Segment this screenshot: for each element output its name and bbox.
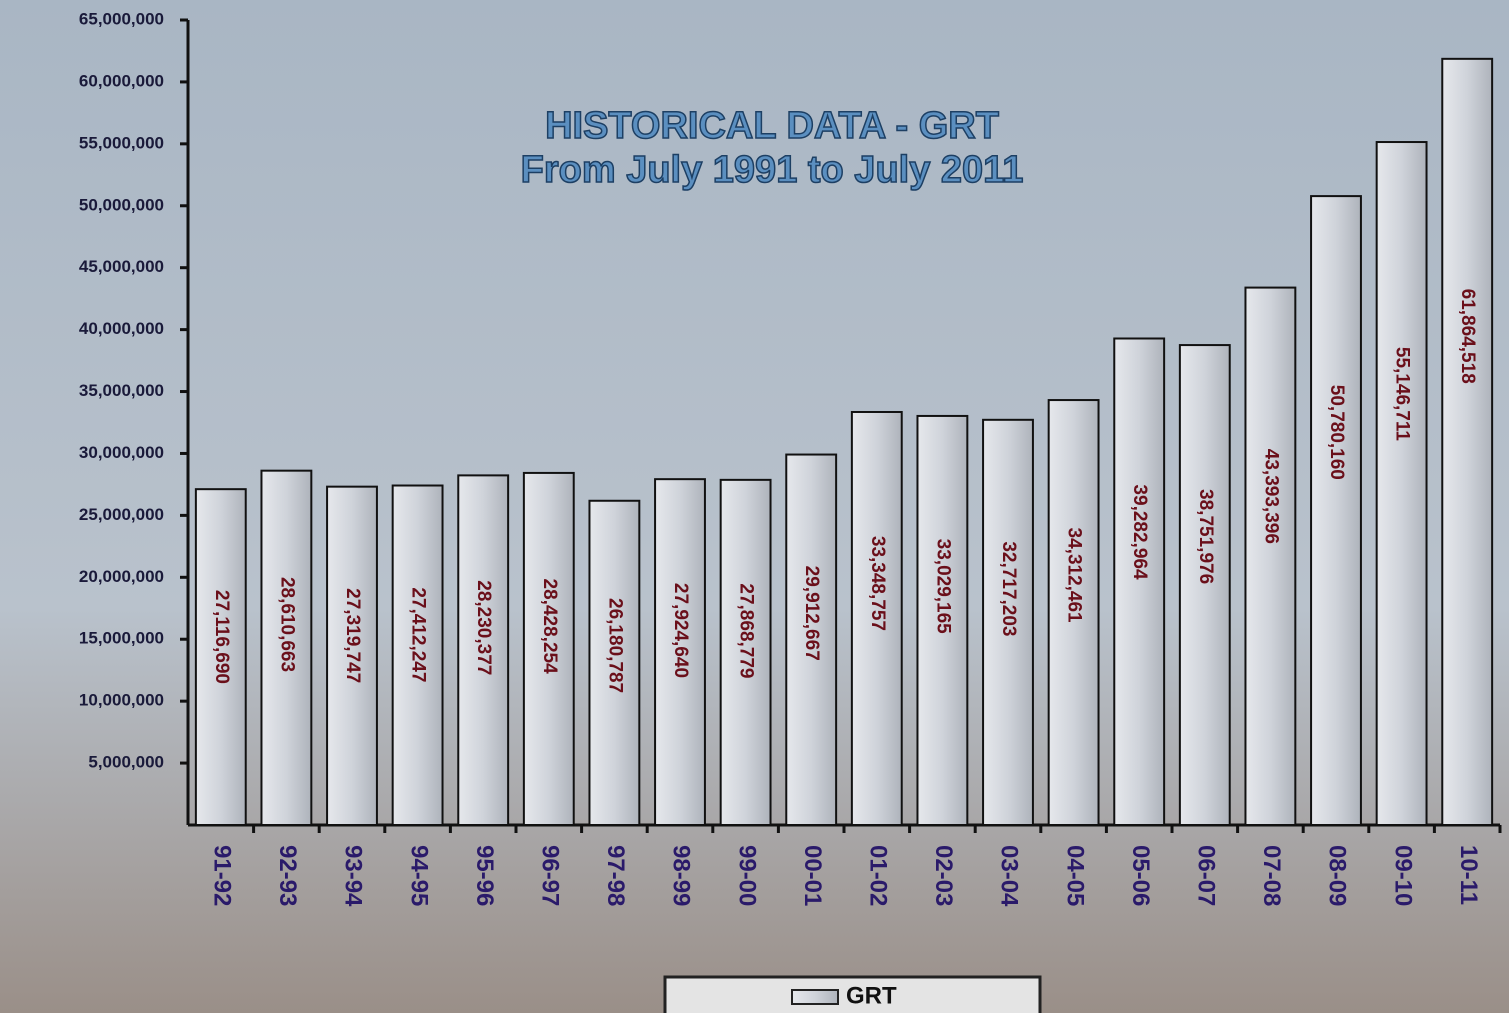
legend-label: GRT <box>846 982 897 1009</box>
legend-swatch <box>792 990 838 1004</box>
x-tick-label: 93-94 <box>340 845 367 907</box>
y-tick-label: 50,000,000 <box>79 195 164 214</box>
chart: HISTORICAL DATA - GRT From July 1991 to … <box>0 0 1509 1013</box>
value-label: 33,348,757 <box>867 536 888 631</box>
value-label: 27,319,747 <box>342 588 363 683</box>
bar <box>1245 288 1295 825</box>
x-tick-label: 10-11 <box>1455 845 1482 905</box>
value-label: 28,610,663 <box>276 577 297 672</box>
x-tick-label: 95-96 <box>471 845 498 906</box>
x-tick-label: 08-09 <box>1324 845 1351 906</box>
value-label: 34,312,461 <box>1064 528 1085 624</box>
y-tick-label: 45,000,000 <box>79 257 164 276</box>
x-tick-label: 91-92 <box>208 845 235 906</box>
y-tick-label: 10,000,000 <box>79 691 164 710</box>
bar <box>1311 196 1361 825</box>
y-tick-label: 5,000,000 <box>88 753 164 772</box>
x-tick-label: 99-00 <box>733 845 760 906</box>
x-tick-label: 97-98 <box>602 845 629 906</box>
bar <box>1442 59 1492 825</box>
value-label: 28,230,377 <box>473 580 494 675</box>
x-tick-label: 06-07 <box>1192 845 1219 906</box>
x-tick-label: 05-06 <box>1127 845 1154 906</box>
x-tick-label: 98-99 <box>668 845 695 906</box>
x-tick-label: 01-02 <box>864 845 891 906</box>
x-tick-label: 09-10 <box>1389 845 1416 906</box>
value-label: 28,428,254 <box>539 579 560 675</box>
x-tick-label: 03-04 <box>996 845 1023 907</box>
value-label: 32,717,203 <box>998 541 1019 636</box>
y-tick-label: 60,000,000 <box>79 71 164 90</box>
y-tick-label: 25,000,000 <box>79 505 164 524</box>
value-label: 33,029,165 <box>932 539 953 635</box>
x-tick-label: 00-01 <box>799 845 826 906</box>
x-tick-label: 96-97 <box>536 845 563 906</box>
value-label: 43,393,396 <box>1260 449 1281 544</box>
x-tick-label: 92-93 <box>274 845 301 906</box>
y-tick-label: 15,000,000 <box>79 629 164 648</box>
bar <box>1180 345 1230 825</box>
y-tick-label: 55,000,000 <box>79 133 164 152</box>
value-label: 27,868,779 <box>736 583 757 678</box>
x-tick-label: 94-95 <box>405 845 432 906</box>
x-tick-label: 07-08 <box>1258 845 1285 906</box>
y-tick-label: 20,000,000 <box>79 567 164 586</box>
y-tick-label: 35,000,000 <box>79 381 164 400</box>
y-tick-label: 40,000,000 <box>79 319 164 338</box>
value-label: 27,924,640 <box>670 583 691 678</box>
value-label: 27,412,247 <box>408 587 429 682</box>
chart-title: HISTORICAL DATA - GRT <box>545 105 999 147</box>
bar <box>1114 338 1164 825</box>
value-label: 26,180,787 <box>604 598 625 693</box>
value-label: 38,751,976 <box>1195 489 1216 584</box>
x-tick-label: 02-03 <box>930 845 957 906</box>
y-tick-label: 65,000,000 <box>79 9 164 28</box>
value-label: 61,864,518 <box>1457 289 1478 384</box>
value-label: 39,282,964 <box>1129 484 1150 580</box>
value-label: 29,912,667 <box>801 566 822 661</box>
x-tick-label: 04-05 <box>1061 845 1088 906</box>
value-label: 27,116,690 <box>211 590 232 684</box>
value-label: 55,146,711 <box>1392 347 1413 441</box>
value-label: 50,780,160 <box>1326 385 1347 480</box>
bar <box>1377 142 1427 825</box>
chart-subtitle: From July 1991 to July 2011 <box>521 149 1024 191</box>
y-tick-label: 30,000,000 <box>79 443 164 462</box>
